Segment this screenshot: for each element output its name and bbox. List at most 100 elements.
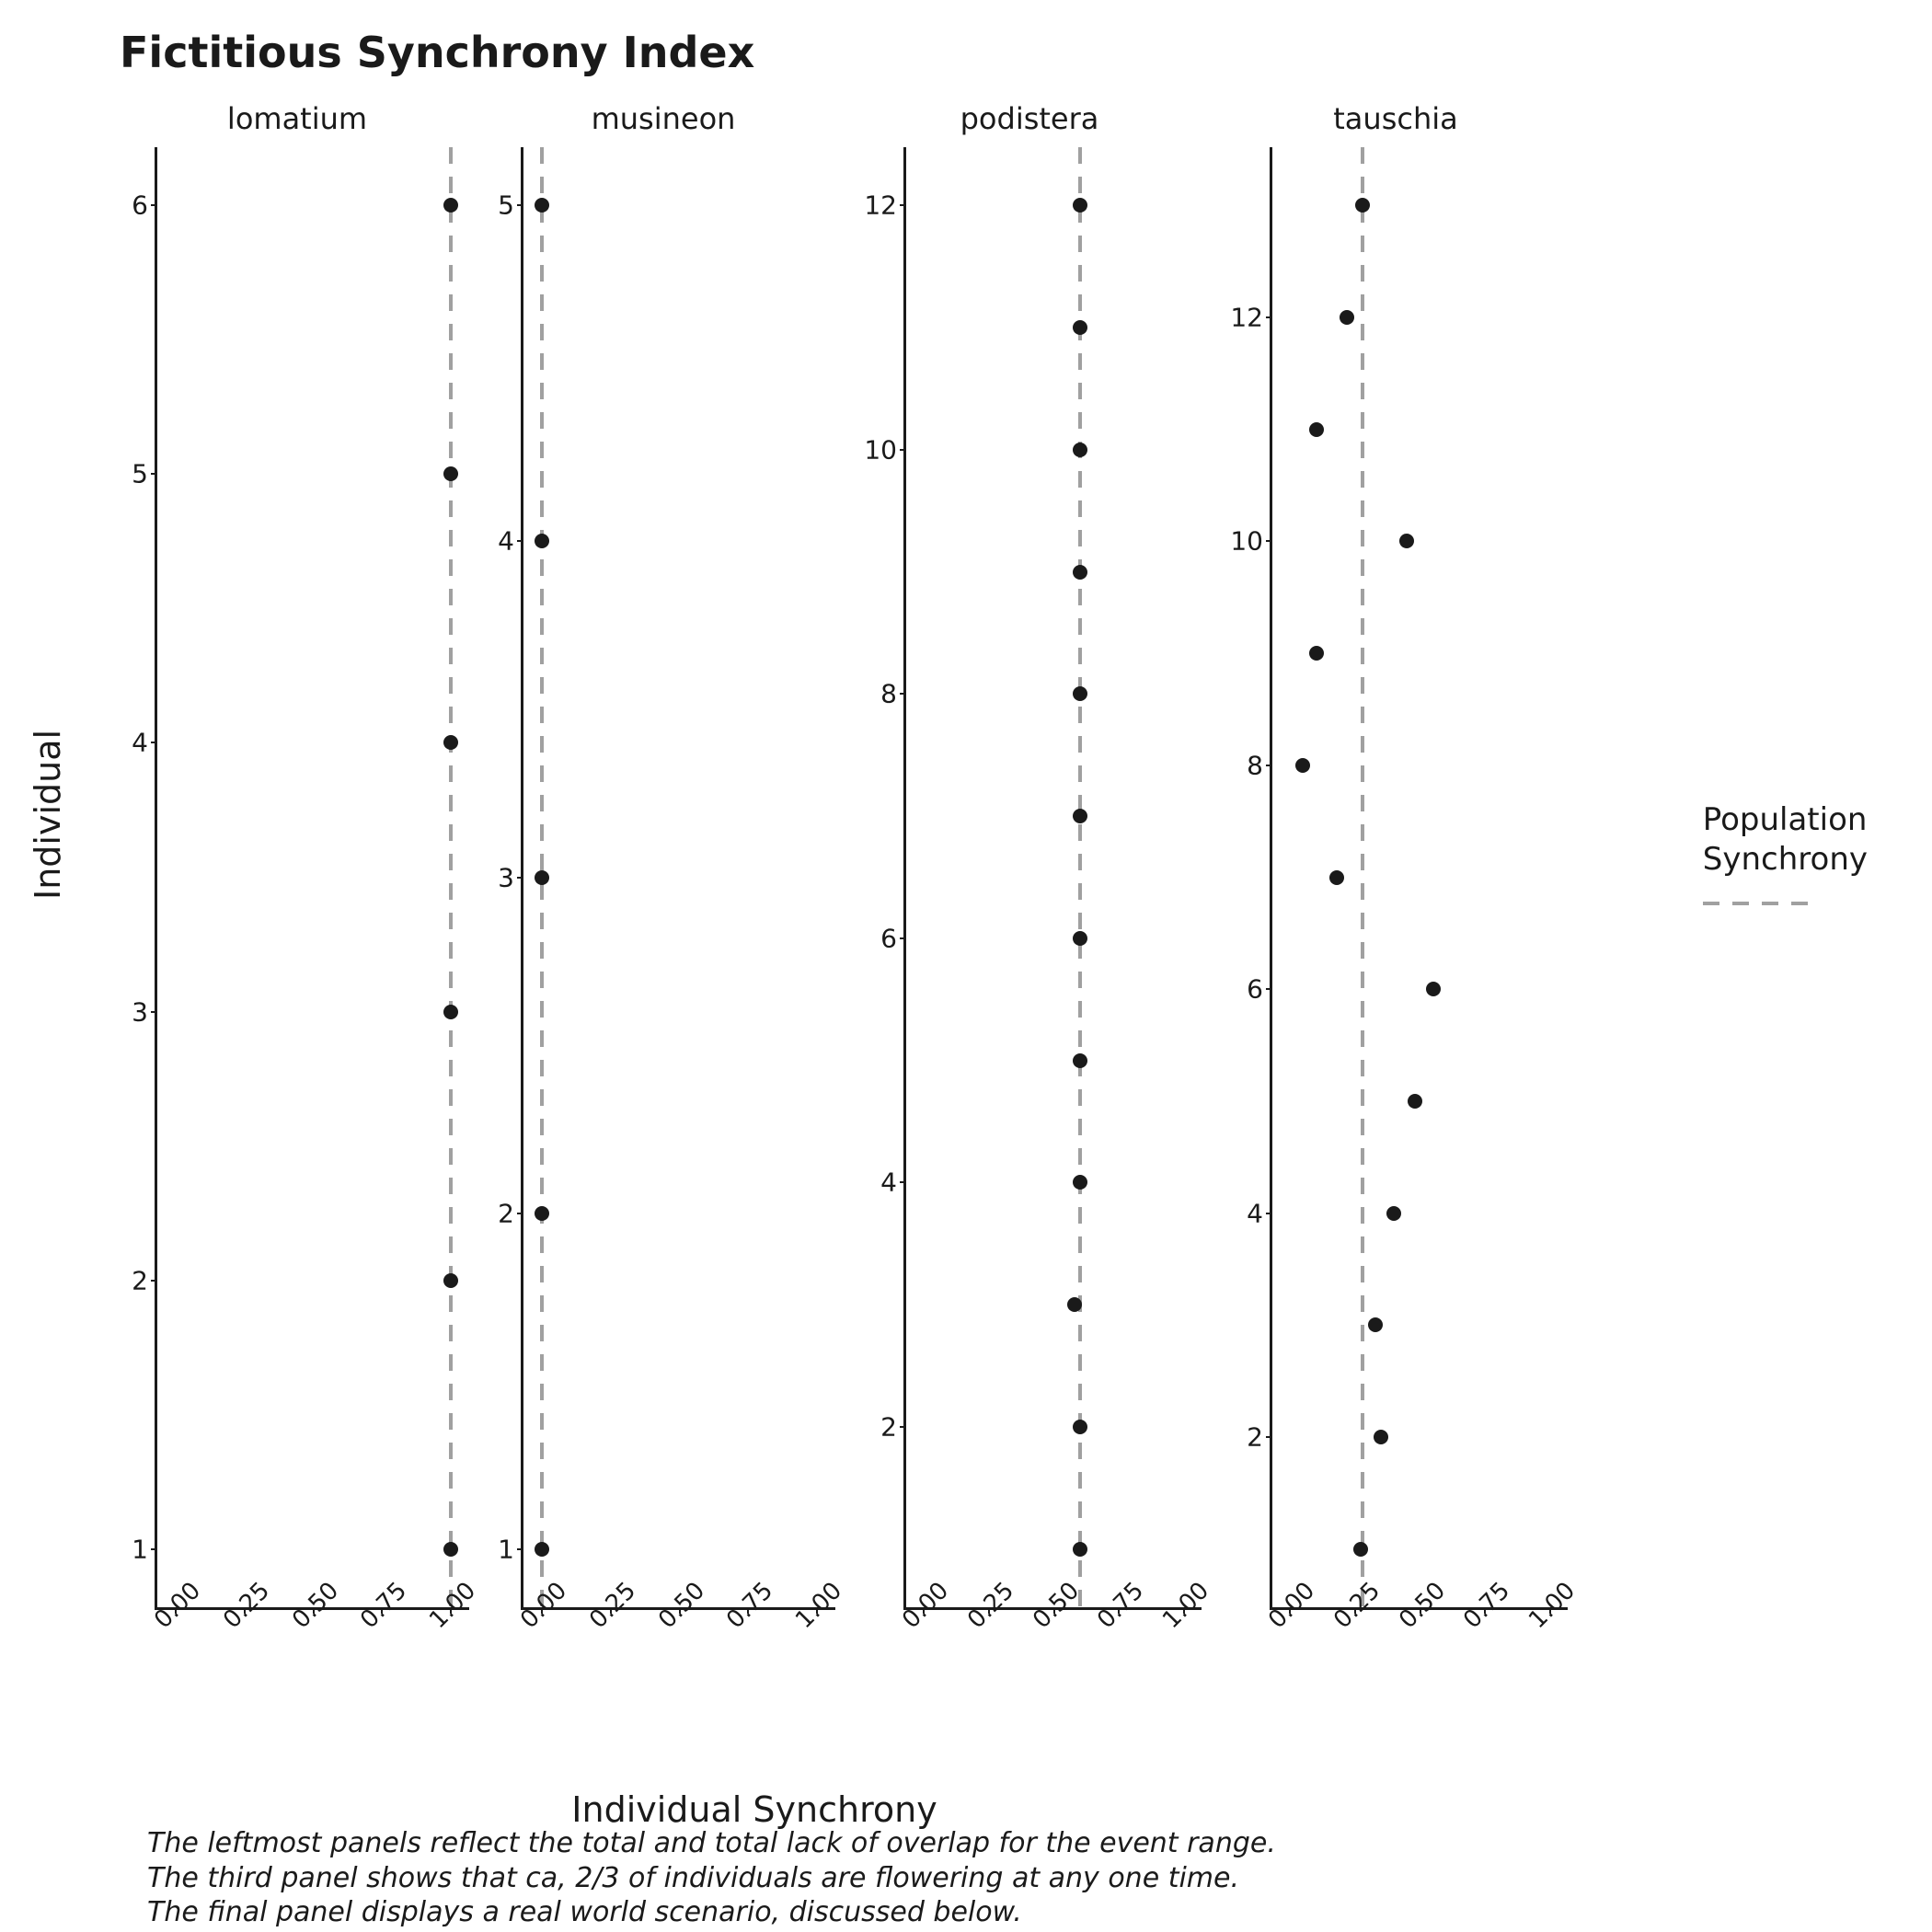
y-tick-label: 6 <box>132 190 157 221</box>
data-point <box>1073 320 1087 335</box>
data-point <box>1408 1094 1422 1109</box>
facet-panel: podistera246810120.000.250.500.751.00 <box>852 101 1207 1702</box>
x-axis-label: Individual Synchrony <box>571 1789 937 1830</box>
y-tick-label: 4 <box>498 526 523 557</box>
x-tick-label: 1.00 <box>790 1577 847 1634</box>
facet-panel: lomatium 1234560.000.250.500.751.00 <box>120 101 475 1702</box>
data-point <box>1309 422 1324 437</box>
data-point <box>535 1206 549 1221</box>
data-point <box>1067 1297 1082 1312</box>
y-tick-label: 4 <box>880 1167 906 1198</box>
y-tick-label: 2 <box>880 1411 906 1442</box>
data-point <box>535 534 549 548</box>
x-tick-label: 0.75 <box>355 1577 412 1634</box>
x-tick-label: 0.75 <box>1092 1577 1149 1634</box>
legend-dash-icon <box>1703 899 1813 908</box>
y-tick-label: 2 <box>132 1265 157 1295</box>
x-tick-label: 0.50 <box>1394 1577 1451 1634</box>
facet-title: tauschia <box>1218 101 1573 136</box>
x-tick-label: 1.00 <box>1524 1577 1581 1634</box>
x-tick-label: 0.75 <box>721 1577 778 1634</box>
data-point <box>1073 198 1087 213</box>
y-tick-label: 10 <box>864 434 906 465</box>
data-point <box>1386 1206 1401 1221</box>
data-point <box>1309 646 1324 661</box>
caption-line: The leftmost panels reflect the total an… <box>147 1826 1276 1861</box>
data-point <box>443 198 458 213</box>
data-point <box>1295 758 1310 773</box>
y-tick-label: 1 <box>132 1534 157 1564</box>
data-point <box>443 1542 458 1557</box>
data-point <box>1073 809 1087 823</box>
data-point <box>1073 1420 1087 1434</box>
x-tick-label: 1.00 <box>1157 1577 1214 1634</box>
data-point <box>1073 1542 1087 1557</box>
data-point <box>1399 534 1414 548</box>
legend-title-line: Population <box>1703 800 1868 840</box>
y-tick-label: 6 <box>880 923 906 953</box>
x-tick-label: 0.00 <box>1263 1577 1320 1634</box>
data-point <box>1355 198 1370 213</box>
y-tick-label: 8 <box>1247 750 1272 780</box>
data-point <box>535 198 549 213</box>
data-point <box>1329 870 1344 885</box>
data-point <box>1073 931 1087 946</box>
x-tick-label: 0.00 <box>897 1577 954 1634</box>
x-tick-label: 0.25 <box>584 1577 641 1634</box>
data-point <box>1073 1053 1087 1068</box>
y-tick-label: 12 <box>864 190 906 221</box>
data-point <box>1353 1542 1368 1557</box>
caption-line: The final panel displays a real world sc… <box>147 1895 1276 1930</box>
data-point <box>1073 686 1087 701</box>
y-tick-label: 3 <box>498 862 523 892</box>
y-tick-label: 4 <box>1247 1198 1272 1228</box>
x-tick-label: 0.00 <box>149 1577 206 1634</box>
x-tick-label: 0.50 <box>653 1577 710 1634</box>
data-point <box>1340 310 1354 325</box>
x-tick-label: 1.00 <box>424 1577 481 1634</box>
x-tick-label: 0.25 <box>218 1577 275 1634</box>
x-tick-label: 0.75 <box>1458 1577 1515 1634</box>
caption-line: The third panel shows that ca, 2/3 of in… <box>147 1861 1276 1896</box>
data-point <box>1073 443 1087 457</box>
plot-area: 246810120.000.250.500.751.00 <box>1270 147 1568 1610</box>
data-point <box>1073 565 1087 580</box>
data-point <box>535 1542 549 1557</box>
plot-area: 123450.000.250.500.751.00 <box>521 147 835 1610</box>
data-point <box>1368 1317 1383 1332</box>
y-tick-label: 5 <box>498 190 523 221</box>
chart-title: Fictitious Synchrony Index <box>120 28 754 77</box>
y-tick-label: 12 <box>1230 303 1272 333</box>
legend-title-line: Synchrony <box>1703 840 1868 880</box>
x-tick-label: 0.25 <box>1328 1577 1386 1634</box>
caption: The leftmost panels reflect the total an… <box>147 1826 1276 1930</box>
y-tick-label: 4 <box>132 728 157 758</box>
data-point <box>1426 982 1441 996</box>
data-point <box>535 870 549 885</box>
facet-panel: musineon 123450.000.250.500.751.00 <box>486 101 841 1702</box>
facet-title: musineon <box>486 101 841 136</box>
x-tick-label: 0.50 <box>287 1577 344 1634</box>
data-point <box>1374 1430 1388 1444</box>
y-tick-label: 6 <box>1247 974 1272 1005</box>
y-tick-label: 5 <box>132 459 157 489</box>
plot-area: 1234560.000.250.500.751.00 <box>155 147 469 1610</box>
x-tick-label: 0.50 <box>1028 1577 1085 1634</box>
x-tick-label: 0.00 <box>515 1577 572 1634</box>
y-tick-label: 3 <box>132 996 157 1027</box>
y-tick-label: 2 <box>1247 1421 1272 1452</box>
facet-panel: tauschia 246810120.000.250.500.751.00 <box>1218 101 1573 1702</box>
data-point <box>443 1273 458 1288</box>
y-axis-label: Individual <box>28 730 68 900</box>
figure: { "title": "Fictitious Synchrony Index",… <box>0 0 1932 1932</box>
y-tick-label: 1 <box>498 1534 523 1564</box>
y-tick-label: 8 <box>880 679 906 709</box>
legend: Population Synchrony <box>1703 800 1868 918</box>
y-tick-label: 10 <box>1230 526 1272 557</box>
data-point <box>1073 1175 1087 1190</box>
panel-row: lomatium1234560.000.250.500.751.00musine… <box>120 101 1573 1702</box>
data-point <box>443 466 458 481</box>
facet-title: podistera <box>852 101 1207 136</box>
y-tick-label: 2 <box>498 1198 523 1228</box>
facet-title: lomatium <box>120 101 475 136</box>
